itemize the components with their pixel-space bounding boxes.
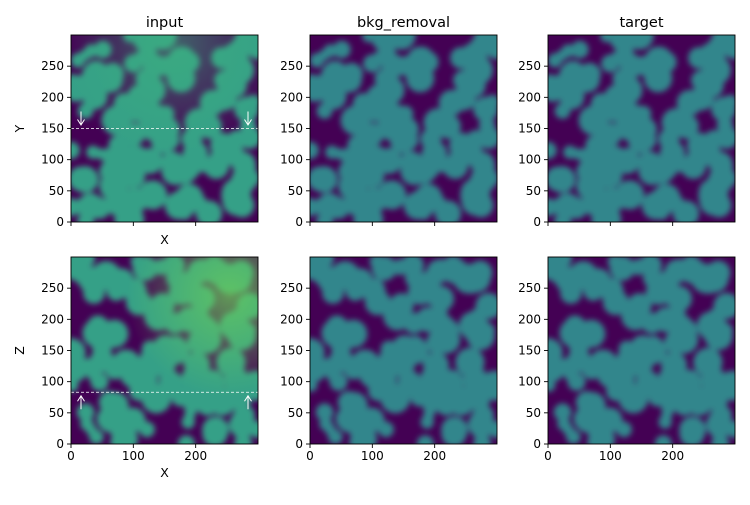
x-tick-label: 0 (67, 449, 75, 463)
y-axis-label: Z (12, 346, 27, 355)
y-tick-label: 100 (41, 375, 64, 389)
x-axis-label: X (160, 465, 169, 480)
y-tick-label: 250 (518, 59, 541, 73)
panel-3: 0 50 100 150 200 250 target (518, 15, 744, 234)
y-tick-label: 0 (295, 437, 303, 451)
heatmap-image (539, 21, 744, 234)
y-tick-label: 100 (518, 153, 541, 167)
heatmap-image (296, 248, 509, 453)
y-tick-label: 100 (518, 375, 541, 389)
panel-title: target (619, 15, 663, 31)
x-tick-label: 200 (184, 449, 207, 463)
panel-5: 0 100 200 0 50 100 150 200 250 (280, 248, 509, 463)
x-tick-label: 0 (306, 449, 314, 463)
y-tick-label: 150 (518, 122, 541, 136)
y-tick-label: 0 (56, 215, 64, 229)
y-tick-label: 200 (518, 90, 541, 104)
y-tick-label: 100 (41, 153, 64, 167)
panel-6: 0 100 200 0 50 100 150 200 250 (518, 248, 747, 463)
y-tick-label: 100 (280, 153, 303, 167)
panel-title: bkg_removal (357, 15, 450, 31)
x-tick-label: 200 (661, 449, 684, 463)
panel-2: 0 50 100 150 200 250 bkg_removal (280, 15, 506, 234)
y-tick-label: 250 (41, 281, 64, 295)
x-tick-label: 0 (544, 449, 552, 463)
y-tick-label: 200 (280, 312, 303, 326)
y-tick-label: 50 (49, 406, 64, 420)
y-tick-label: 0 (533, 437, 541, 451)
y-tick-label: 100 (280, 375, 303, 389)
panel-1: 0 50 100 150 200 250 input X Y (12, 15, 267, 247)
y-tick-label: 0 (533, 215, 541, 229)
panel-title: input (146, 15, 184, 31)
x-tick-label: 100 (599, 449, 622, 463)
y-tick-label: 0 (56, 437, 64, 451)
y-tick-label: 250 (280, 281, 303, 295)
y-tick-label: 200 (518, 312, 541, 326)
y-axis-label: Y (12, 124, 27, 133)
bright-region (71, 35, 258, 222)
heatmap-image (62, 21, 267, 234)
y-tick-label: 200 (280, 90, 303, 104)
y-tick-label: 200 (41, 312, 64, 326)
y-tick-label: 150 (280, 344, 303, 358)
panel-4: 0 100 200 0 50 100 150 200 250 X Z (12, 248, 270, 480)
y-tick-label: 50 (49, 184, 64, 198)
y-tick-label: 200 (41, 90, 64, 104)
heatmap-image (534, 248, 747, 453)
y-tick-label: 250 (280, 59, 303, 73)
y-tick-label: 0 (295, 215, 303, 229)
y-tick-label: 150 (518, 344, 541, 358)
x-tick-label: 100 (361, 449, 384, 463)
y-tick-label: 250 (41, 59, 64, 73)
x-axis-label: X (160, 232, 169, 247)
bright-region (71, 257, 258, 444)
y-tick-label: 50 (288, 406, 303, 420)
heatmap-image (301, 21, 506, 234)
y-tick-label: 150 (280, 122, 303, 136)
y-tick-label: 50 (526, 184, 541, 198)
y-tick-label: 50 (288, 184, 303, 198)
y-tick-label: 250 (518, 281, 541, 295)
heatmap-image (57, 248, 270, 453)
y-tick-label: 150 (41, 122, 64, 136)
y-tick-label: 150 (41, 344, 64, 358)
x-tick-label: 100 (122, 449, 145, 463)
x-tick-label: 200 (423, 449, 446, 463)
y-tick-label: 50 (526, 406, 541, 420)
